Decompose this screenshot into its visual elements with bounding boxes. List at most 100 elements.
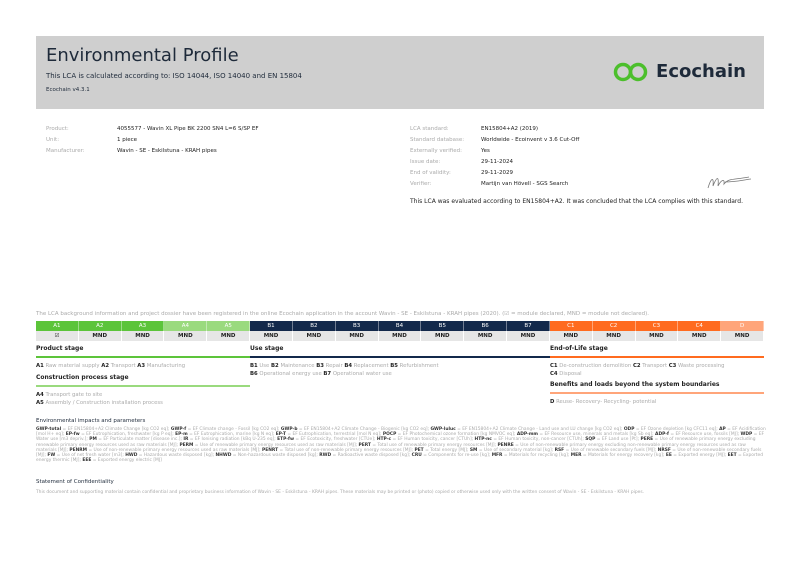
module-label: Maintenance <box>280 363 315 369</box>
confidentiality-title: Statement of Confidentiality <box>36 479 114 485</box>
stage-description: A5 Assembly / Construction installation … <box>36 400 163 406</box>
info-label: Product: <box>46 126 69 132</box>
stage-title-product: Product stage <box>36 345 84 352</box>
info-label: Issue date: <box>410 159 441 165</box>
info-label: Unit: <box>46 137 60 143</box>
glossary-code: EP-T <box>275 432 286 438</box>
module-code: C3 <box>668 363 677 369</box>
info-value: 1 piece <box>117 137 138 143</box>
glossary-code: PM <box>89 437 97 443</box>
module-label: De-construction demolition <box>559 363 632 369</box>
glossary-code: MFR <box>491 453 503 459</box>
module-code: B5 <box>390 363 398 369</box>
info-value: Martijn van Hövell - SGS Search <box>481 181 569 187</box>
module-description: A5 Assembly / Construction installation … <box>36 400 163 406</box>
module-description: B5 Refurbishment <box>390 363 438 369</box>
module-code: A3 <box>137 363 146 369</box>
module-label: Repair <box>325 363 343 369</box>
info-value: 29-11-2029 <box>481 170 513 176</box>
module-code: A5 <box>36 400 44 406</box>
info-row: Product: 4055577 - Wavin XL Pipe BK 2200 … <box>46 126 259 137</box>
info-value: 29-11-2024 <box>481 159 513 165</box>
glossary-code: GWP-total <box>36 427 62 432</box>
module-label: Assembly / Construction installation pro… <box>45 400 163 406</box>
stage-divider <box>36 385 250 387</box>
stage-divider <box>550 356 764 358</box>
module-status-B1: MND <box>250 331 293 341</box>
ecochain-logo: Ecochain <box>612 61 746 82</box>
stage-description: B6 Operational energy use B7 Operational… <box>250 371 392 377</box>
glossary-code: POCP <box>382 432 397 438</box>
glossary-code: EP-m <box>175 432 188 438</box>
stage-title-beyond: Benefits and loads beyond the system bou… <box>550 381 720 388</box>
page-title: Environmental Profile <box>46 45 239 66</box>
glossary-title: Environmental impacts and parameters <box>36 418 146 424</box>
glossary-code: PERT <box>358 442 371 448</box>
info-row: Manufacturer: Wavin - SE - Eskilstuna - K… <box>46 148 217 159</box>
glossary-code: SM <box>469 447 478 453</box>
glossary-code: GWP-luluc <box>430 427 456 432</box>
module-status-B7: MND <box>507 331 550 341</box>
stage-description: D Reuse- Recovery- Recycling- potential <box>550 399 656 405</box>
info-row: LCA standard: EN15804+A2 (2019) <box>410 126 538 137</box>
module-label: Reuse- Recovery- Recycling- potential <box>556 399 657 405</box>
glossary-code: EET <box>727 453 737 459</box>
module-code-B4: B4 <box>378 321 422 331</box>
module-code-A3: A3 <box>121 321 165 331</box>
glossary-code: PENRT <box>262 447 279 453</box>
module-code-C4: C4 <box>678 321 722 331</box>
module-status-B3: MND <box>335 331 379 341</box>
module-label: Refurbishment <box>399 363 439 369</box>
info-label: LCA standard: <box>410 126 449 132</box>
glossary-code: FW <box>47 453 56 459</box>
module-code: D <box>550 399 555 405</box>
module-code-B6: B6 <box>464 321 508 331</box>
module-code-C1: C1 <box>549 321 593 331</box>
module-label: Disposal <box>559 371 582 377</box>
glossary-text: GWP-total = EF EN15804+A2 Climate Change… <box>36 427 766 464</box>
module-code-C2: C2 <box>592 321 636 331</box>
module-code-C3: C3 <box>635 321 679 331</box>
module-code: B4 <box>344 363 353 369</box>
info-row: Unit: 1 piece <box>46 137 137 148</box>
module-description: C1 De-construction demolition <box>550 363 633 369</box>
verifier-signature <box>707 176 752 189</box>
glossary-code: RWD <box>319 453 332 459</box>
info-label: Externally verified: <box>410 148 462 154</box>
info-label: Standard database: <box>410 137 465 143</box>
glossary-code: GWP-f <box>170 427 187 432</box>
glossary-code: WDP <box>740 432 753 438</box>
module-code: C2 <box>632 363 641 369</box>
module-label: Transport <box>110 363 136 369</box>
module-description: B6 Operational energy use <box>250 371 323 377</box>
module-code-A5: A5 <box>207 321 251 331</box>
module-description: A4 Transport gate to site <box>36 392 102 398</box>
module-description: C4 Disposal <box>550 371 582 377</box>
module-description: A1 Raw material supply <box>36 363 101 369</box>
module-status-C3: MND <box>635 331 679 341</box>
module-status-B6: MND <box>464 331 508 341</box>
module-description: A3 Manufacturing <box>137 363 185 369</box>
glossary-code: PET <box>414 447 424 453</box>
stage-divider <box>250 356 550 358</box>
logo-text: Ecochain <box>656 61 746 82</box>
stage-divider <box>36 356 250 358</box>
module-code: B7 <box>323 371 332 377</box>
module-description: C3 Waste processing <box>669 363 725 369</box>
module-label: Waste processing <box>678 363 725 369</box>
info-row: Verifier: Martijn van Hövell - SGS Search <box>410 181 568 192</box>
info-row: Standard database: Worldwide - Ecoinvent … <box>410 137 579 148</box>
info-value: Wavin - SE - Eskilstuna - KRAH pipes <box>117 148 217 154</box>
module-label: Operational water use <box>332 371 392 377</box>
module-code-A2: A2 <box>78 321 122 331</box>
module-status-C1: MND <box>549 331 593 341</box>
glossary-code: MER <box>570 453 582 459</box>
glossary-code: CRU <box>411 453 422 459</box>
module-code: C1 <box>550 363 558 369</box>
module-status-B4: MND <box>378 331 422 341</box>
module-code-B3: B3 <box>335 321 379 331</box>
module-status-A1: ☑ <box>36 331 79 341</box>
module-code-D: D <box>721 321 764 331</box>
module-code-A1: A1 <box>36 321 79 331</box>
module-status-B5: MND <box>421 331 465 341</box>
